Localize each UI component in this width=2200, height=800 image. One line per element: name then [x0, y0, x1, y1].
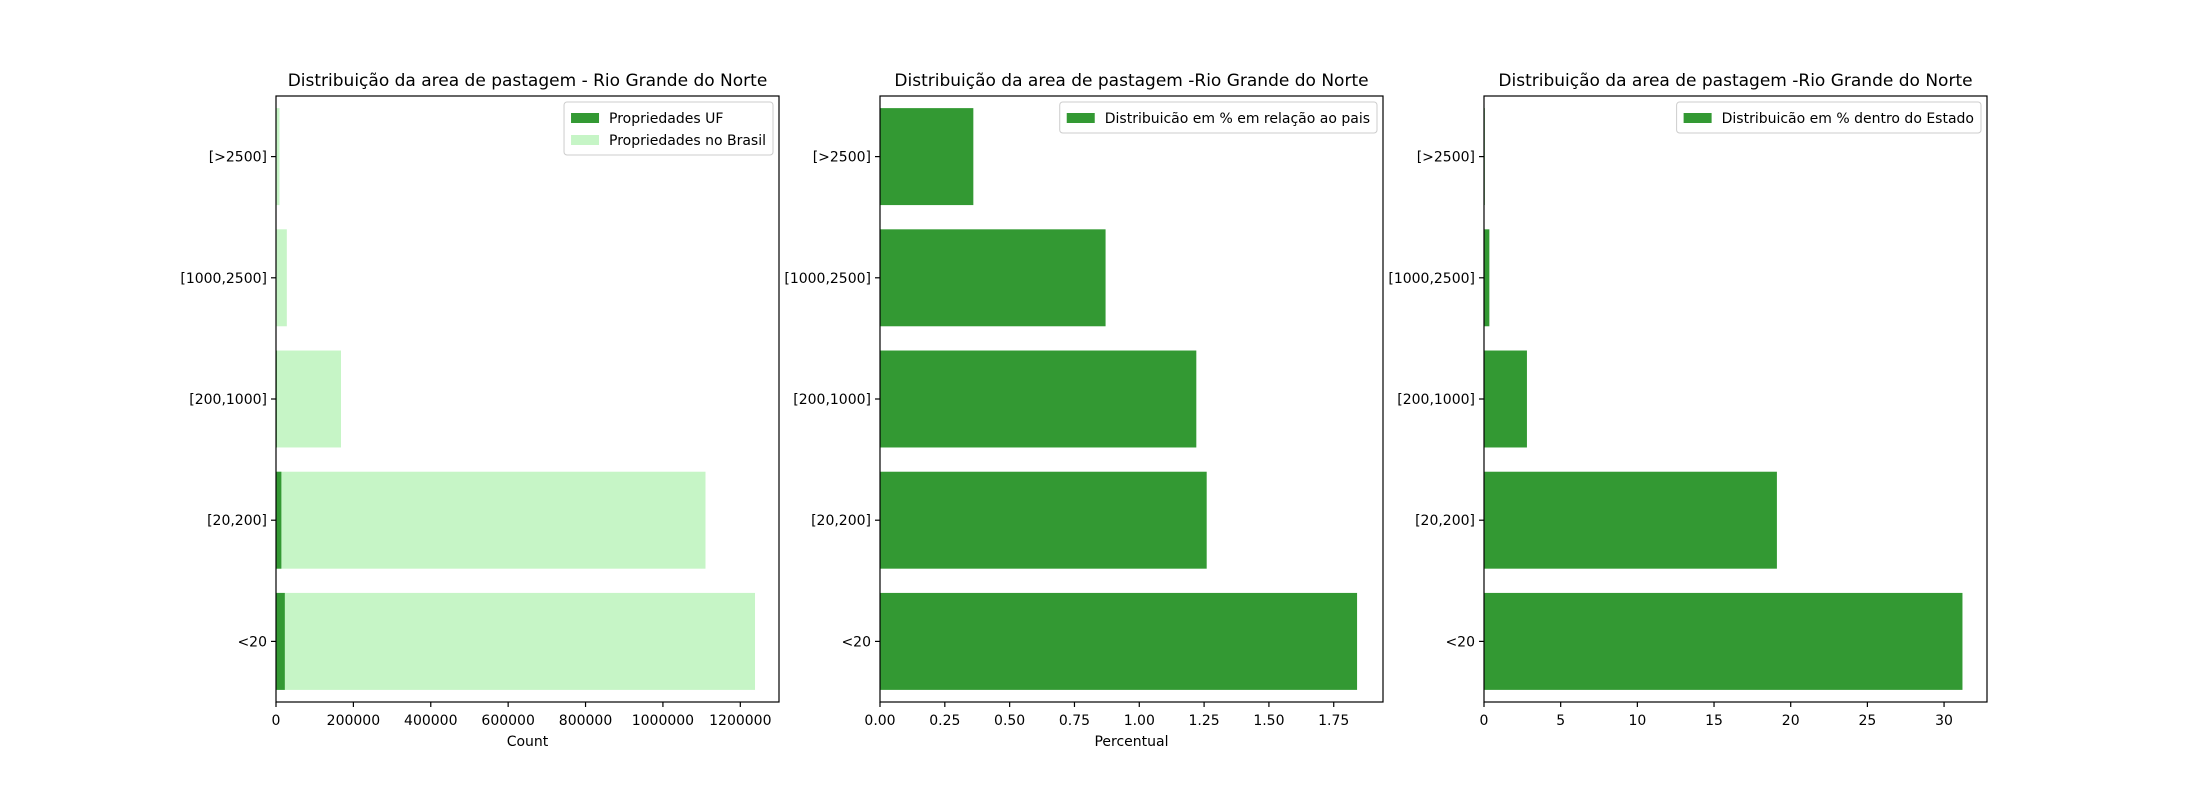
x-tick-label: 600000 [481, 713, 534, 729]
x-tick-label: 1.75 [1318, 713, 1349, 729]
x-tick-label: 15 [1705, 713, 1723, 729]
x-tick-label: 0.00 [864, 713, 895, 729]
bar-1-1 [1484, 592, 1963, 690]
legend-label: Propriedades UF [609, 111, 723, 127]
legend: Propriedades UF Propriedades no Brasil [563, 101, 774, 156]
chart-title: Distribuição da area de pastagem - Rio G… [288, 71, 768, 91]
y-tick-label: [1000,2500] [1388, 271, 1475, 287]
x-tick-label: 20 [1782, 713, 1800, 729]
x-tick-label: 1000000 [632, 713, 694, 729]
x-tick-label: 25 [1858, 713, 1876, 729]
legend-label: Distribuicão em % em relação ao pais [1105, 111, 1370, 127]
y-tick-label: <20 [237, 634, 267, 650]
legend-label: Propriedades no Brasil [609, 133, 766, 149]
bar-1-3 [880, 350, 1197, 448]
bar-1-4 [880, 229, 1106, 327]
x-tick-label: 10 [1628, 713, 1646, 729]
chart-title: Distribuição da area de pastagem -Rio Gr… [894, 71, 1368, 91]
bar-1-2 [880, 471, 1207, 569]
y-tick-label: [200,1000] [1397, 392, 1475, 408]
chart-panel-2: <20 [20,200] [200,1000] [1000,2500] [>2500] 0… [784, 71, 1384, 750]
x-tick-label: 800000 [559, 713, 612, 729]
bar-1-1 [880, 592, 1358, 690]
legend-swatch [1066, 113, 1095, 123]
y-tick-label: [20,200] [207, 513, 267, 529]
legend-label: Distribuicão em % dentro do Estado [1722, 111, 1974, 127]
legend-swatch [571, 113, 600, 123]
bar-2-1 [276, 592, 285, 690]
legend: Distribuicão em % em relação ao pais [1059, 101, 1378, 134]
x-tick-label: 200000 [327, 713, 380, 729]
legend-swatch [571, 135, 600, 145]
legend-swatch [1683, 113, 1712, 123]
y-tick-label: [>2500] [813, 150, 871, 166]
x-tick-label: 0.50 [994, 713, 1025, 729]
x-axis-label: Percentual [1094, 734, 1168, 750]
x-tick-label: 1200000 [709, 713, 771, 729]
y-tick-label: <20 [841, 634, 871, 650]
x-tick-label: 1.25 [1189, 713, 1220, 729]
legend-box [563, 101, 774, 156]
bar-1-2 [276, 471, 706, 569]
legend: Distribuicão em % dentro do Estado [1676, 101, 1982, 134]
x-tick-label: 5 [1556, 713, 1565, 729]
bar-1-4 [1484, 229, 1490, 327]
bar-1-5 [880, 108, 974, 206]
chart-panel-3: <20 [20,200] [200,1000] [1000,2500] [>2500] 0… [1388, 71, 1988, 729]
x-tick-label: 0.75 [1059, 713, 1090, 729]
x-tick-label: 400000 [404, 713, 457, 729]
y-tick-label: [200,1000] [793, 392, 871, 408]
x-tick-label: 1.00 [1124, 713, 1155, 729]
x-tick-label: 1.50 [1253, 713, 1284, 729]
legend-box [1059, 101, 1378, 134]
bar-1-4 [276, 229, 287, 327]
bar-1-5 [276, 108, 280, 206]
y-tick-label: [>2500] [209, 150, 267, 166]
bar-2-2 [276, 471, 282, 569]
y-tick-label: [200,1000] [189, 392, 267, 408]
y-tick-label: [1000,2500] [180, 271, 267, 287]
x-tick-label: 0 [272, 713, 281, 729]
y-tick-label: [20,200] [811, 513, 871, 529]
bar-1-1 [276, 592, 756, 690]
y-tick-label: [20,200] [1415, 513, 1475, 529]
legend-box [1676, 101, 1982, 134]
x-axis-label: Count [507, 734, 549, 750]
bar-1-3 [276, 350, 342, 448]
bar-1-2 [1484, 471, 1777, 569]
chart-title: Distribuição da area de pastagem -Rio Gr… [1498, 71, 1972, 91]
x-tick-label: 0.25 [929, 713, 960, 729]
y-tick-label: <20 [1445, 634, 1475, 650]
y-tick-label: [>2500] [1417, 150, 1475, 166]
x-tick-label: 0 [1480, 713, 1489, 729]
chart-panel-1: <20 [20,200] [200,1000] [1000,2500] [>2500] 0… [180, 71, 780, 750]
y-tick-label: [1000,2500] [784, 271, 871, 287]
x-tick-label: 30 [1935, 713, 1953, 729]
bar-1-3 [1484, 350, 1527, 448]
